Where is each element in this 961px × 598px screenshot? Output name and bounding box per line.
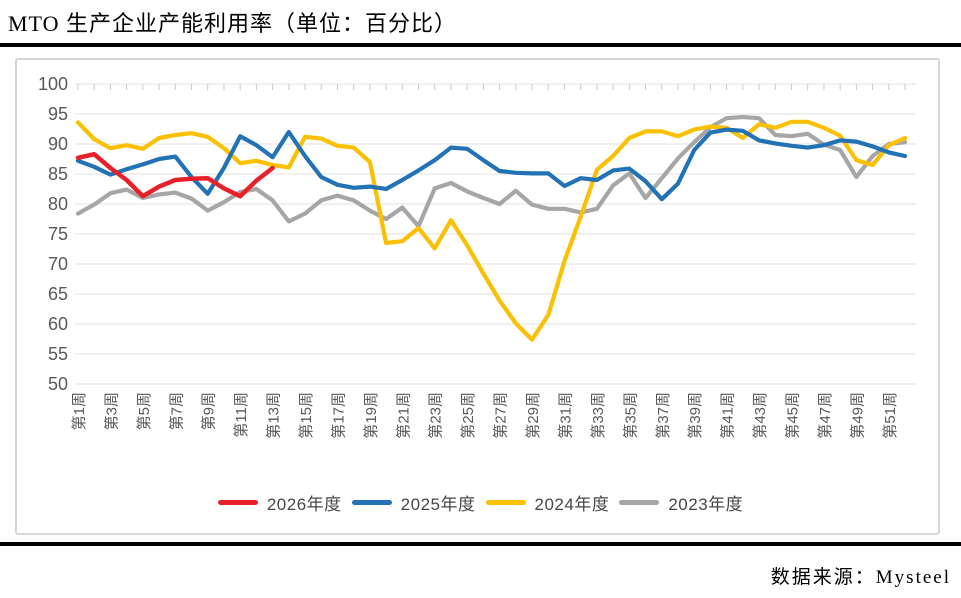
x-axis-tick-label: 第41周 bbox=[719, 392, 737, 439]
legend-item: 2026年度 bbox=[217, 490, 342, 515]
x-axis-tick-label: 第45周 bbox=[783, 392, 801, 439]
y-axis-tick-label: 90 bbox=[48, 134, 68, 154]
x-axis-tick-label: 第27周 bbox=[492, 392, 510, 439]
x-axis-tick-label: 第19周 bbox=[362, 392, 380, 439]
y-axis-tick-label: 100 bbox=[38, 74, 68, 94]
x-axis-tick-label: 第9周 bbox=[200, 392, 218, 430]
y-axis-tick-label: 50 bbox=[48, 374, 68, 394]
legend-line-swatch bbox=[619, 500, 660, 505]
legend-line-swatch bbox=[485, 500, 526, 505]
y-axis-tick-label: 95 bbox=[48, 104, 68, 124]
footer-divider bbox=[0, 542, 961, 546]
legend-label: 2026年度 bbox=[266, 495, 342, 514]
chart-legend: 2026年度 2025年度 2024年度 2023年度 bbox=[0, 490, 961, 515]
series-line-2024年度 bbox=[75, 119, 908, 342]
x-axis-tick-label: 第3周 bbox=[102, 392, 120, 430]
x-axis-tick-label: 第47周 bbox=[816, 392, 834, 439]
y-axis-tick-label: 55 bbox=[48, 344, 68, 364]
x-axis-tick-label: 第37周 bbox=[654, 392, 672, 439]
x-axis-tick-label: 第43周 bbox=[751, 392, 769, 439]
legend-label: 2025年度 bbox=[400, 495, 476, 514]
y-axis-tick-label: 60 bbox=[48, 314, 68, 334]
series-line-2025年度 bbox=[75, 127, 908, 202]
x-axis-tick-label: 第25周 bbox=[459, 392, 477, 439]
x-axis-tick-label: 第11周 bbox=[232, 392, 250, 438]
y-axis-tick-label: 85 bbox=[48, 164, 68, 184]
x-axis-tick-label: 第35周 bbox=[621, 392, 639, 439]
series-line-2026年度 bbox=[75, 151, 275, 199]
x-axis-tick-label: 第23周 bbox=[427, 392, 445, 439]
y-axis-tick-label: 70 bbox=[48, 254, 68, 274]
legend-item: 2023年度 bbox=[619, 490, 743, 515]
x-axis-tick-label: 第21周 bbox=[394, 392, 412, 439]
x-axis-tick-label: 第1周 bbox=[70, 392, 88, 430]
x-axis-tick-label: 第29周 bbox=[524, 392, 542, 439]
x-axis-tick-label: 第49周 bbox=[848, 392, 866, 439]
legend-item: 2025年度 bbox=[351, 490, 476, 515]
legend-label: 2023年度 bbox=[668, 495, 744, 514]
title-divider bbox=[0, 43, 961, 47]
y-axis-tick-label: 75 bbox=[48, 224, 68, 244]
series-line-2023年度 bbox=[75, 114, 908, 229]
x-axis-tick-label: 第17周 bbox=[329, 392, 347, 439]
x-axis-tick-label: 第13周 bbox=[265, 392, 283, 439]
legend-line-swatch bbox=[217, 500, 258, 505]
data-source-label: 数据来源：Mysteel bbox=[770, 567, 951, 588]
x-axis-tick-label: 第5周 bbox=[135, 392, 153, 430]
legend-item: 2024年度 bbox=[485, 490, 610, 515]
x-axis-tick-label: 第7周 bbox=[167, 392, 185, 430]
x-axis-tick-label: 第33周 bbox=[589, 392, 607, 439]
x-axis-tick-label: 第31周 bbox=[556, 392, 574, 439]
y-axis-tick-label: 65 bbox=[48, 284, 68, 304]
y-axis-tick-label: 80 bbox=[48, 194, 68, 214]
legend-line-swatch bbox=[351, 500, 392, 505]
legend-label: 2024年度 bbox=[534, 495, 610, 514]
x-axis-tick-label: 第15周 bbox=[297, 392, 315, 439]
x-axis-tick-label: 第39周 bbox=[686, 392, 704, 439]
x-axis-tick-label: 第51周 bbox=[881, 392, 899, 439]
page-title: MTO 生产企业产能利用率（单位：百分比） bbox=[8, 11, 457, 36]
